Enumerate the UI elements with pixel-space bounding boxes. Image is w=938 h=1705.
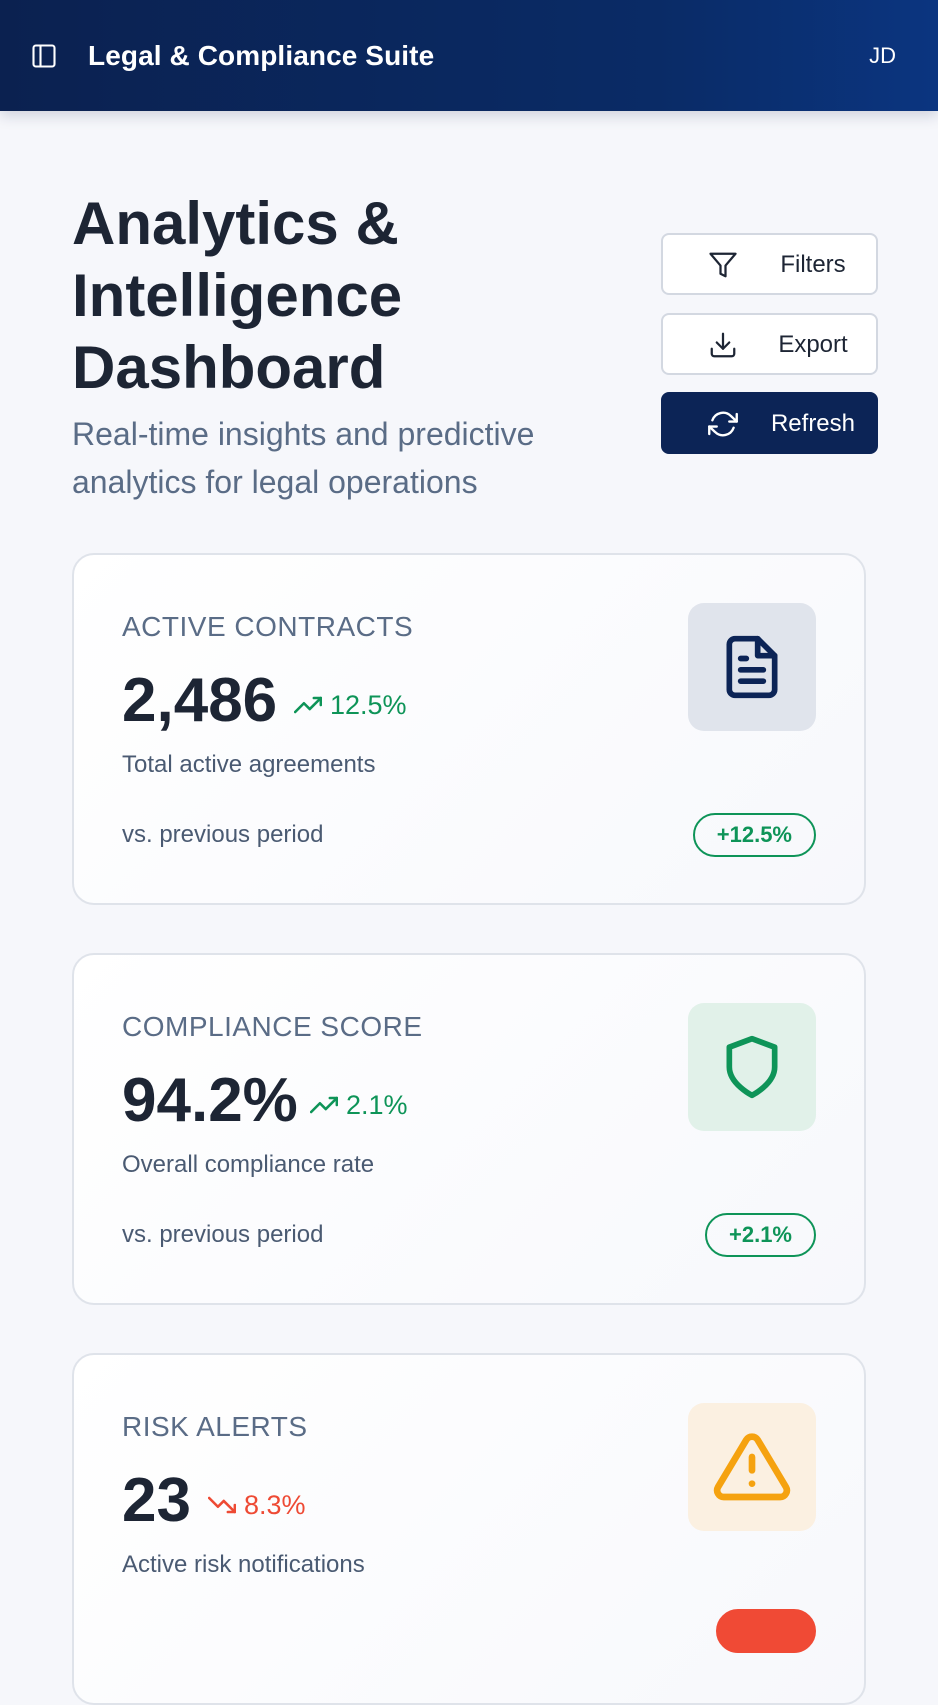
refresh-icon [707,408,739,440]
metric-value: 23 [122,1466,191,1535]
card-icon-box [688,1403,816,1531]
metric-trend: 12.5% [294,687,407,723]
change-badge: +12.5% [692,813,816,857]
metric-value: 2,486 [122,666,278,735]
card-icon-box [688,1003,816,1131]
trend-value: 2.1% [346,1090,408,1120]
trend-value: 12.5% [330,690,407,720]
comparison-label: vs. previous period [122,821,324,848]
change-badge: +2.1% [705,1213,816,1257]
user-avatar[interactable]: JD [869,43,896,68]
metric-label: RISK ALERTS [122,1411,308,1442]
trending-up-icon [294,696,322,714]
app-title: Legal & Compliance Suite [88,40,435,71]
document-icon [726,635,778,699]
sidebar-toggle-icon[interactable] [28,40,60,72]
top-bar: Legal & Compliance Suite JD [0,0,938,111]
metric-card-compliance-score[interactable]: COMPLIANCE SCORE 94.2% 2.1% Overall comp… [72,953,866,1305]
download-icon [707,329,739,361]
refresh-label: Refresh [770,410,856,437]
metric-label: COMPLIANCE SCORE [122,1011,423,1042]
filter-icon [707,249,739,281]
metric-trend: 8.3% [208,1487,306,1523]
trending-up-icon [310,1096,338,1114]
metric-card-risk-alerts[interactable]: RISK ALERTS 23 8.3% Active risk notifica… [72,1353,866,1705]
metric-label: ACTIVE CONTRACTS [122,611,414,642]
metric-trend: 2.1% [310,1087,408,1123]
metric-description: Overall compliance rate [122,1151,375,1178]
export-label: Export [778,331,848,358]
warning-icon [713,1433,791,1501]
trend-value: 8.3% [244,1490,306,1520]
metric-description: Total active agreements [122,751,376,778]
card-icon-box [688,603,816,731]
page-subtitle: Real-time insights and predictive analyt… [72,416,535,500]
change-badge [716,1609,816,1653]
trending-down-icon [208,1496,236,1514]
comparison-label: vs. previous period [122,1221,324,1248]
filters-button[interactable]: Filters [661,233,878,295]
export-button[interactable]: Export [661,313,878,375]
page-title: Analytics & Intelligence Dashboard [72,190,403,401]
filters-label: Filters [780,251,846,278]
metric-description: Active risk notifications [122,1551,365,1578]
metric-card-active-contracts[interactable]: ACTIVE CONTRACTS 2,486 12.5% Total activ… [72,553,866,905]
refresh-button[interactable]: Refresh [661,392,878,454]
shield-icon [726,1035,778,1099]
metric-value: 94.2% [122,1066,298,1135]
